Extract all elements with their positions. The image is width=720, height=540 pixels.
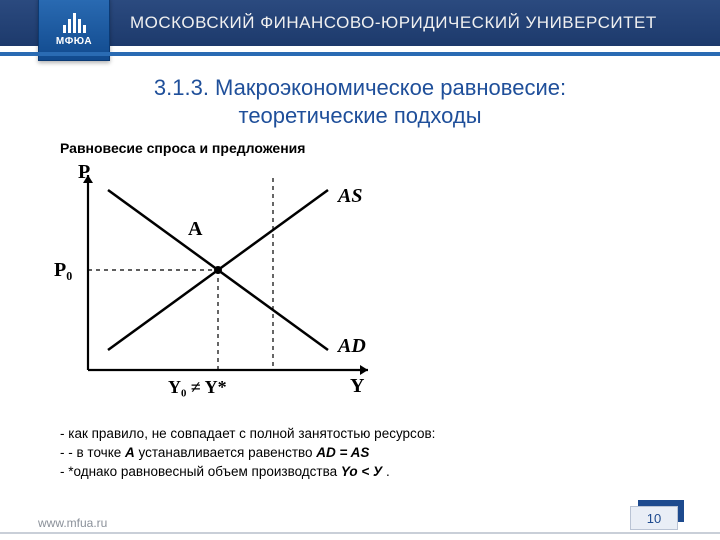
slide-title: 3.1.3. Макроэкономическое равновесие: те… xyxy=(0,74,720,130)
university-name: МОСКОВСКИЙ ФИНАНСОВО-ЮРИДИЧЕСКИЙ УНИВЕРС… xyxy=(130,13,657,33)
note-2-em1: А xyxy=(125,445,135,460)
note-2-em2: AD = AS xyxy=(316,445,369,460)
note-2: - - в точке А устанавливается равенство … xyxy=(60,443,720,462)
svg-text:P₀: P₀ xyxy=(54,259,72,281)
note-3: - *однако равновесный объем производства… xyxy=(60,462,720,481)
svg-text:AS: AS xyxy=(336,185,362,207)
footer-url: www.mfua.ru xyxy=(38,516,107,530)
note-3b: . xyxy=(382,464,390,479)
svg-text:Y₀ ≠ Y*: Y₀ ≠ Y* xyxy=(168,377,227,397)
notes: - как правило, не совпадает с полной зан… xyxy=(60,424,720,481)
note-2b: устанавливается равенство xyxy=(135,445,317,460)
note-3-em: Yo < У xyxy=(341,464,382,479)
equilibrium-chart: P P₀ Y Y₀ ≠ Y* A AS AD xyxy=(48,160,720,410)
note-2a: - - в точке xyxy=(60,445,125,460)
title-line1: 3.1.3. Макроэкономическое равновесие: xyxy=(154,75,566,100)
title-line2: теоретические подходы xyxy=(238,103,481,128)
logo-columns-icon xyxy=(61,11,87,33)
logo-label: МФЮА xyxy=(56,36,92,47)
note-3a: - *однако равновесный объем производства xyxy=(60,464,341,479)
accent-stripe xyxy=(0,52,720,56)
svg-text:A: A xyxy=(188,218,203,240)
svg-text:P: P xyxy=(78,161,90,183)
svg-text:Y: Y xyxy=(350,375,365,397)
page-number-box: 10 xyxy=(632,500,684,528)
note-1: - как правило, не совпадает с полной зан… xyxy=(60,424,720,443)
header-bar: МФЮА МОСКОВСКИЙ ФИНАНСОВО-ЮРИДИЧЕСКИЙ УН… xyxy=(0,0,720,46)
chart-svg: P P₀ Y Y₀ ≠ Y* A AS AD xyxy=(48,160,393,405)
page-number: 10 xyxy=(630,506,678,530)
subheading: Равновесие спроса и предложения xyxy=(60,140,720,156)
bottom-divider xyxy=(0,532,720,534)
svg-text:AD: AD xyxy=(336,335,366,357)
